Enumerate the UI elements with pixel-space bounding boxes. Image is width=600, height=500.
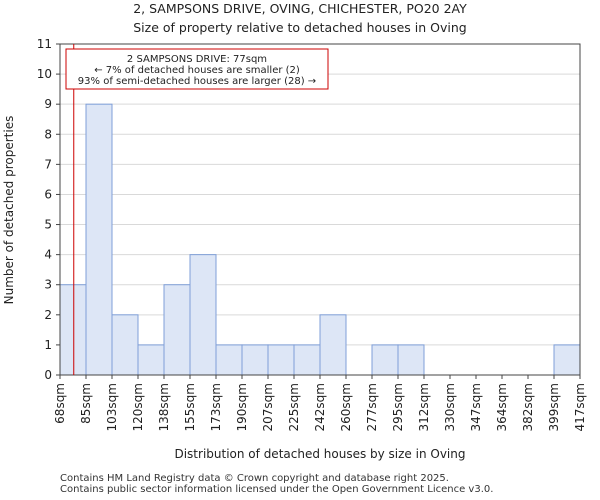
annotation-box: 2 SAMPSONS DRIVE: 77sqm ← 7% of detached… [65,48,329,90]
x-tick-label: 103sqm [105,383,119,431]
x-tick-label: 173sqm [209,383,223,431]
y-axis-label: Number of detached properties [2,116,16,305]
histogram-bar [111,314,139,376]
histogram-bar [397,344,425,376]
x-tick-label: 190sqm [235,383,249,431]
chart-subtitle: Size of property relative to detached ho… [133,20,466,35]
annotation-line-1: 2 SAMPSONS DRIVE: 77sqm [127,54,267,65]
footer-line-2: Contains public sector information licen… [60,484,494,495]
histogram-bar [85,103,113,376]
x-tick-label: 382sqm [521,383,535,431]
x-tick-label: 277sqm [365,383,379,431]
x-tick-label: 312sqm [417,383,431,431]
x-tick-label: 85sqm [79,383,93,424]
y-tick-label: 0 [44,368,52,382]
histogram-bar [319,314,347,376]
x-tick-label: 207sqm [261,383,275,431]
histogram-bar [371,344,399,376]
y-tick-label: 11 [37,37,52,51]
histogram-bar [163,284,191,376]
annotation-line-3: 93% of semi-detached houses are larger (… [78,76,316,87]
x-tick-label: 68sqm [53,383,67,424]
x-tick-label: 120sqm [131,383,145,431]
histogram-bar [59,284,87,376]
y-tick-label: 1 [44,338,52,352]
histogram-bar [137,344,165,376]
x-tick-label: 242sqm [313,383,327,431]
x-tick-label: 260sqm [339,383,353,431]
histogram-bar [189,254,217,376]
x-axis-label: Distribution of detached houses by size … [174,447,465,461]
y-tick-label: 4 [44,248,52,262]
x-tick-label: 138sqm [157,383,171,431]
chart-title: 2, SAMPSONS DRIVE, OVING, CHICHESTER, PO… [133,1,467,16]
y-tick-label: 3 [44,278,52,292]
x-tick-label: 399sqm [547,383,561,431]
histogram-bar [267,344,295,376]
x-tick-label: 295sqm [391,383,405,431]
x-tick-label: 330sqm [443,383,457,431]
histogram-bar [241,344,269,376]
y-tick-label: 2 [44,308,52,322]
x-tick-label: 155sqm [183,383,197,431]
x-tick-label: 225sqm [287,383,301,431]
y-tick-label: 8 [44,127,52,141]
y-tick-label: 10 [37,67,52,81]
y-tick-label: 9 [44,97,52,111]
histogram-bar [293,344,321,376]
x-tick-label: 364sqm [495,383,509,431]
histogram-bar [553,344,581,376]
y-tick-label: 7 [44,157,52,171]
annotation-line-2: ← 7% of detached houses are smaller (2) [94,65,300,76]
y-tick-label: 5 [44,218,52,232]
y-tick-label: 6 [44,187,52,201]
x-tick-label: 417sqm [573,383,587,431]
footer-line-1: Contains HM Land Registry data © Crown c… [60,473,449,484]
footer: Contains HM Land Registry data © Crown c… [60,473,493,495]
histogram-bar [215,344,243,376]
x-tick-label: 347sqm [469,383,483,431]
